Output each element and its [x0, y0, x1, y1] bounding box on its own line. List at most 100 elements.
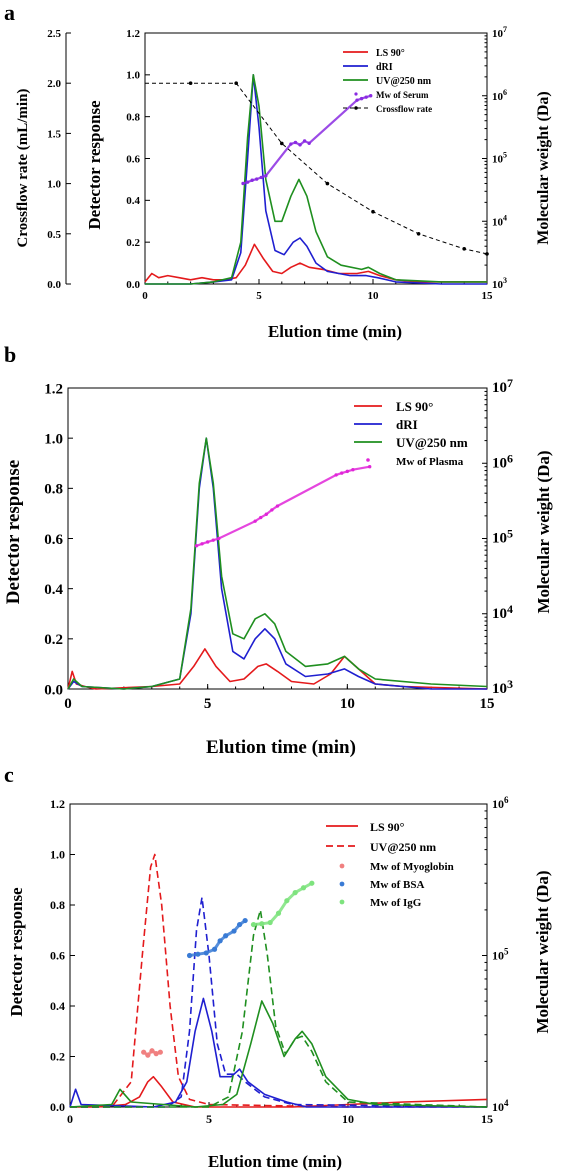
legend-a-dri: dRI — [376, 62, 393, 73]
legend-a-ls: LS 90° — [376, 48, 405, 59]
panel-b-y3-label: Molecular weight (Da) — [534, 450, 553, 613]
crossflow-point — [188, 81, 193, 85]
mw-trace — [142, 1048, 161, 1058]
y3-tick-exponent: 5 — [503, 151, 507, 160]
y-tick-label: 0.6 — [126, 153, 140, 165]
legend-a-mw: Mw of Serum — [376, 90, 429, 100]
y2-tick-label: 0.5 — [47, 229, 61, 241]
x-tick-label: 5 — [206, 1112, 212, 1126]
crossflow-line — [145, 82, 488, 255]
mw-trace — [196, 465, 370, 547]
legend-a-crossflow-marker — [354, 106, 358, 110]
panel-letter-c: c — [4, 762, 14, 787]
y-tick-label: 1.0 — [126, 70, 140, 82]
panel-b-legend: LS 90° dRI UV@250 nm Mw of Plasma — [354, 399, 468, 468]
panel-c-y-label: Detector response — [7, 887, 26, 1017]
y3-tick-exponent: 5 — [507, 527, 513, 541]
y3-tick-exponent: 4 — [507, 602, 513, 616]
legend-b-ls: LS 90° — [396, 399, 433, 414]
y-tick-label: 1.0 — [44, 431, 63, 447]
panel-a: a 0 5 10 15 0.0 0.2 0.4 0.6 0.8 1.0 1.2 0.0 0.5 1.0 1.… — [4, 0, 552, 341]
series-ls-line — [70, 1075, 488, 1108]
mw-trace — [189, 919, 246, 957]
crossflow-point — [371, 209, 375, 214]
y3-tick-label: 103 — [492, 276, 507, 291]
x-tick-label: 15 — [482, 290, 494, 302]
legend-c-myo: Mw of Myoglobin — [370, 861, 454, 873]
legend-a-crossflow: Crossflow rate — [376, 104, 432, 114]
y-tick-label: 0.8 — [50, 898, 65, 912]
y-tick-label: 0.6 — [50, 949, 65, 963]
legend-c-igg: Mw of IgG — [370, 897, 422, 909]
panel-b-plot: 0 5 10 15 0.0 0.2 0.4 0.6 0.8 1.0 1.2 103 104 105 106 1… — [44, 376, 513, 712]
y3-tick-label: 105 — [492, 527, 513, 547]
legend-c-bsa-swatch — [339, 881, 345, 887]
crossflow-point — [280, 141, 284, 146]
y3-tick-exponent: 4 — [504, 1098, 509, 1108]
panel-a-y3-label: Molecular weight (Da) — [535, 91, 552, 244]
legend-c-myo-swatch — [339, 863, 345, 869]
y3-tick-label: 104 — [492, 1098, 509, 1114]
y2-tick-label: 0.0 — [47, 279, 61, 291]
x-tick-label: 0 — [64, 696, 72, 712]
x-tick-label: 10 — [342, 1112, 354, 1126]
y-tick-label: 0.6 — [44, 532, 63, 548]
panel-c-x-label: Elution time (min) — [208, 1152, 342, 1171]
legend-b-dri: dRI — [396, 417, 418, 432]
y3-tick-exponent: 3 — [503, 276, 507, 285]
crossflow-point — [485, 252, 489, 256]
legend-b-mw: Mw of Plasma — [396, 456, 464, 468]
y-tick-label: 1.2 — [44, 381, 63, 397]
y2-tick-label: 1.5 — [47, 128, 61, 140]
y3-tick-label: 107 — [492, 376, 513, 396]
y-tick-label: 0.0 — [50, 1100, 65, 1114]
panel-c-legend: LS 90° UV@250 nm Mw of Myoglobin Mw of B… — [326, 820, 454, 909]
y3-tick-label: 107 — [492, 25, 507, 40]
legend-c-igg-swatch — [339, 899, 345, 905]
crossflow-point — [234, 81, 238, 85]
y3-tick-exponent: 4 — [503, 213, 507, 222]
panel-a-x-label: Elution time (min) — [268, 322, 402, 341]
series-ls-dashed-line — [70, 853, 487, 1108]
y-tick-label: 0.8 — [126, 112, 140, 124]
y-tick-label: 0.4 — [50, 999, 65, 1013]
mw-trace — [253, 881, 313, 927]
y3-tick-label: 104 — [492, 602, 513, 622]
series-dri-line — [67, 437, 487, 690]
series-dri-dashed-line — [70, 896, 488, 1108]
series-uv-line — [69, 1000, 488, 1108]
series-uv-line — [145, 74, 487, 285]
y3-tick-exponent: 6 — [503, 88, 507, 97]
series-uv-line — [67, 437, 488, 690]
y3-tick-exponent: 7 — [507, 376, 513, 390]
y-tick-label: 0.0 — [126, 279, 140, 291]
x-tick-label: 10 — [368, 290, 380, 302]
panel-b-x-label: Elution time (min) — [206, 737, 356, 758]
y3-tick-exponent: 6 — [507, 451, 513, 465]
y3-tick-exponent: 6 — [504, 795, 509, 805]
series-dri-line — [145, 74, 487, 285]
panel-c: c 0 5 10 15 0.0 0.2 0.4 0.6 0.8 1.0 1.2 104 105 106 E… — [4, 762, 552, 1171]
y-tick-label: 1.0 — [50, 848, 65, 862]
y3-tick-label: 105 — [492, 151, 507, 166]
y3-tick-label: 105 — [492, 947, 509, 963]
x-tick-label: 5 — [256, 290, 262, 302]
panel-b: b 0 5 10 15 0.0 0.2 0.4 0.6 0.8 1.0 1.2 103 104 105 10… — [3, 342, 553, 758]
x-tick-label: 5 — [204, 696, 212, 712]
y-tick-label: 0.0 — [44, 682, 63, 698]
legend-b-mw-swatch — [366, 458, 370, 462]
panel-a-y-label: Detector response — [85, 100, 104, 230]
panel-a-plot: 0 5 10 15 0.0 0.2 0.4 0.6 0.8 1.0 1.2 0.0 0.5 1.0 1.5 2… — [47, 25, 507, 302]
panel-c-y3-label: Molecular weight (Da) — [533, 870, 552, 1033]
panel-letter-a: a — [4, 0, 15, 25]
y3-tick-label: 106 — [492, 795, 509, 811]
legend-b-uv: UV@250 nm — [396, 435, 468, 450]
y-tick-label: 0.4 — [126, 195, 140, 207]
crossflow-point — [416, 232, 421, 236]
legend-a-mw-swatch — [354, 92, 358, 96]
y-tick-label: 0.2 — [50, 1050, 65, 1064]
y-tick-label: 0.2 — [126, 237, 140, 249]
y-tick-label: 0.8 — [44, 482, 63, 498]
panel-a-legend: LS 90° dRI UV@250 nm Mw of Serum Crossfl… — [343, 48, 432, 114]
